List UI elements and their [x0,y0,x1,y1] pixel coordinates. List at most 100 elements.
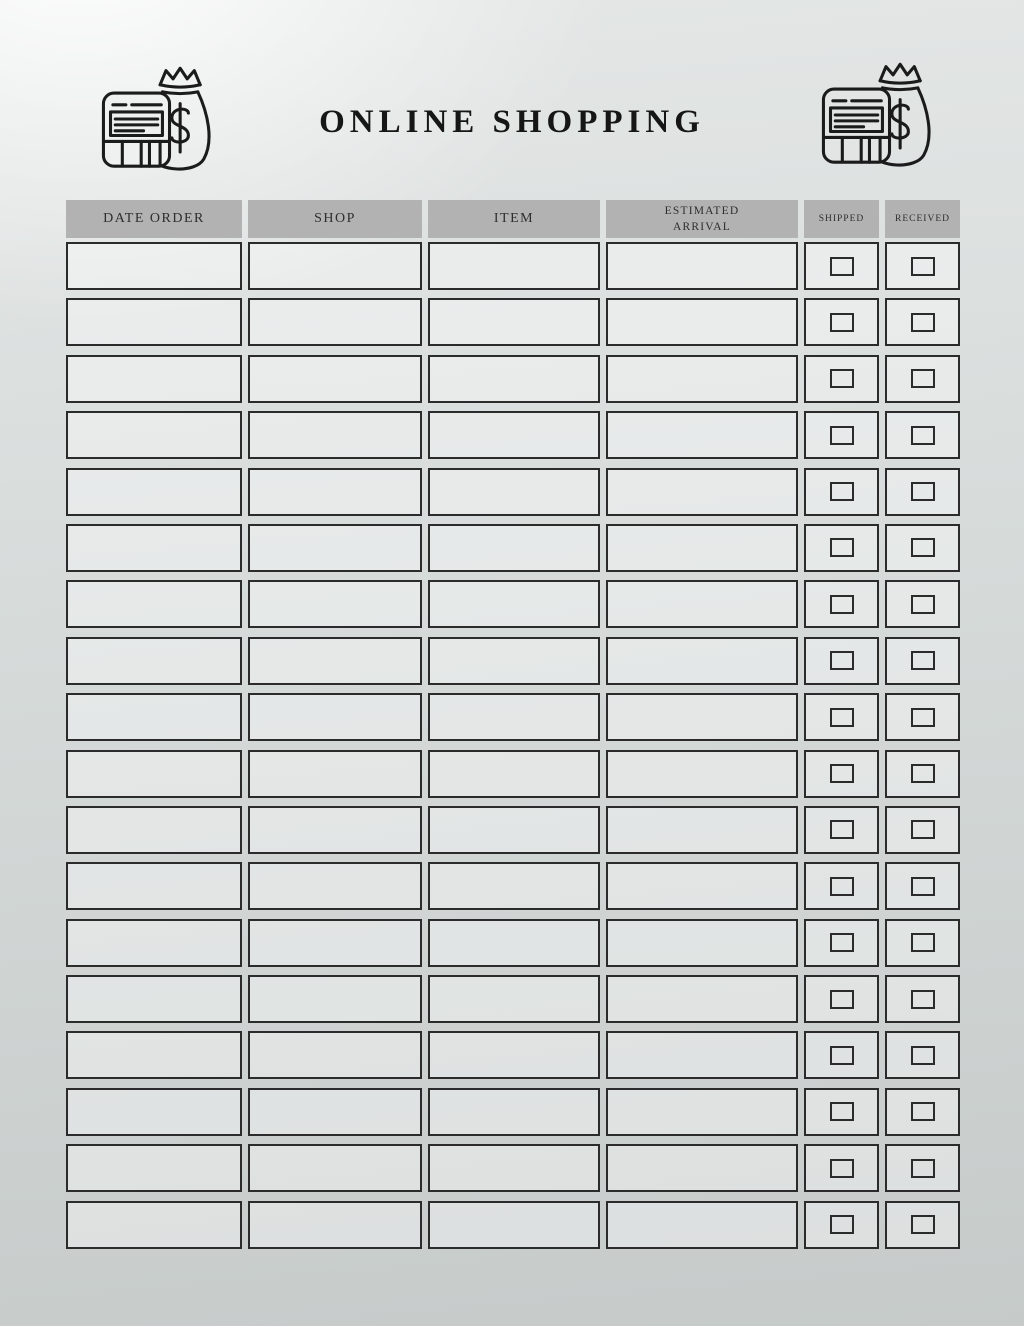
shipped-checkbox[interactable] [829,312,854,332]
shipped-checkbox[interactable] [829,425,854,445]
shipped-checkbox[interactable] [829,594,854,614]
received-checkbox[interactable] [910,876,935,896]
cell-estimated-arrival[interactable] [606,749,798,798]
cell-item[interactable] [428,862,600,911]
cell-date-order[interactable] [66,918,242,967]
cell-item[interactable] [428,580,600,629]
cell-estimated-arrival[interactable] [606,1031,798,1080]
cell-shop[interactable] [248,1200,422,1249]
cell-date-order[interactable] [66,636,242,685]
cell-date-order[interactable] [66,1144,242,1193]
cell-date-order[interactable] [66,749,242,798]
received-checkbox[interactable] [910,764,935,784]
cell-estimated-arrival[interactable] [606,354,798,403]
cell-shop[interactable] [248,918,422,967]
cell-item[interactable] [428,1200,600,1249]
cell-shop[interactable] [248,1087,422,1136]
received-checkbox[interactable] [910,538,935,558]
received-checkbox[interactable] [910,425,935,445]
shipped-checkbox[interactable] [829,482,854,502]
received-checkbox[interactable] [910,256,935,276]
received-checkbox[interactable] [910,482,935,502]
cell-item[interactable] [428,918,600,967]
cell-item[interactable] [428,1087,600,1136]
cell-estimated-arrival[interactable] [606,523,798,572]
cell-estimated-arrival[interactable] [606,242,798,290]
cell-estimated-arrival[interactable] [606,580,798,629]
cell-date-order[interactable] [66,1087,242,1136]
cell-item[interactable] [428,411,600,460]
cell-item[interactable] [428,749,600,798]
cell-estimated-arrival[interactable] [606,411,798,460]
cell-estimated-arrival[interactable] [606,975,798,1024]
cell-date-order[interactable] [66,467,242,516]
cell-item[interactable] [428,298,600,347]
cell-date-order[interactable] [66,693,242,742]
received-checkbox[interactable] [910,651,935,671]
received-checkbox[interactable] [910,1045,935,1065]
cell-estimated-arrival[interactable] [606,1144,798,1193]
cell-item[interactable] [428,242,600,290]
cell-estimated-arrival[interactable] [606,636,798,685]
cell-shop[interactable] [248,975,422,1024]
cell-date-order[interactable] [66,354,242,403]
cell-date-order[interactable] [66,805,242,854]
received-checkbox[interactable] [910,312,935,332]
received-checkbox[interactable] [910,989,935,1009]
shipped-checkbox[interactable] [829,651,854,671]
cell-item[interactable] [428,636,600,685]
cell-item[interactable] [428,975,600,1024]
cell-item[interactable] [428,805,600,854]
received-checkbox[interactable] [910,933,935,953]
received-checkbox[interactable] [910,1215,935,1235]
cell-shop[interactable] [248,580,422,629]
shipped-checkbox[interactable] [829,989,854,1009]
shipped-checkbox[interactable] [829,764,854,784]
shipped-checkbox[interactable] [829,820,854,840]
shipped-checkbox[interactable] [829,538,854,558]
shipped-checkbox[interactable] [829,707,854,727]
cell-date-order[interactable] [66,1031,242,1080]
cell-date-order[interactable] [66,975,242,1024]
cell-item[interactable] [428,467,600,516]
cell-estimated-arrival[interactable] [606,1087,798,1136]
cell-date-order[interactable] [66,242,242,290]
received-checkbox[interactable] [910,820,935,840]
shipped-checkbox[interactable] [829,1102,854,1122]
received-checkbox[interactable] [910,1102,935,1122]
cell-date-order[interactable] [66,1200,242,1249]
cell-estimated-arrival[interactable] [606,805,798,854]
received-checkbox[interactable] [910,707,935,727]
shipped-checkbox[interactable] [829,1045,854,1065]
cell-shop[interactable] [248,693,422,742]
received-checkbox[interactable] [910,1158,935,1178]
received-checkbox[interactable] [910,594,935,614]
shipped-checkbox[interactable] [829,1215,854,1235]
cell-estimated-arrival[interactable] [606,1200,798,1249]
cell-shop[interactable] [248,523,422,572]
cell-item[interactable] [428,693,600,742]
cell-date-order[interactable] [66,298,242,347]
cell-estimated-arrival[interactable] [606,918,798,967]
shipped-checkbox[interactable] [829,876,854,896]
cell-estimated-arrival[interactable] [606,298,798,347]
cell-date-order[interactable] [66,523,242,572]
cell-shop[interactable] [248,467,422,516]
cell-shop[interactable] [248,749,422,798]
cell-shop[interactable] [248,805,422,854]
cell-item[interactable] [428,1144,600,1193]
cell-shop[interactable] [248,1031,422,1080]
cell-date-order[interactable] [66,862,242,911]
cell-estimated-arrival[interactable] [606,693,798,742]
cell-date-order[interactable] [66,580,242,629]
cell-date-order[interactable] [66,411,242,460]
cell-shop[interactable] [248,298,422,347]
shipped-checkbox[interactable] [829,369,854,389]
received-checkbox[interactable] [910,369,935,389]
cell-item[interactable] [428,1031,600,1080]
cell-shop[interactable] [248,1144,422,1193]
shipped-checkbox[interactable] [829,933,854,953]
cell-estimated-arrival[interactable] [606,862,798,911]
shipped-checkbox[interactable] [829,1158,854,1178]
cell-shop[interactable] [248,242,422,290]
